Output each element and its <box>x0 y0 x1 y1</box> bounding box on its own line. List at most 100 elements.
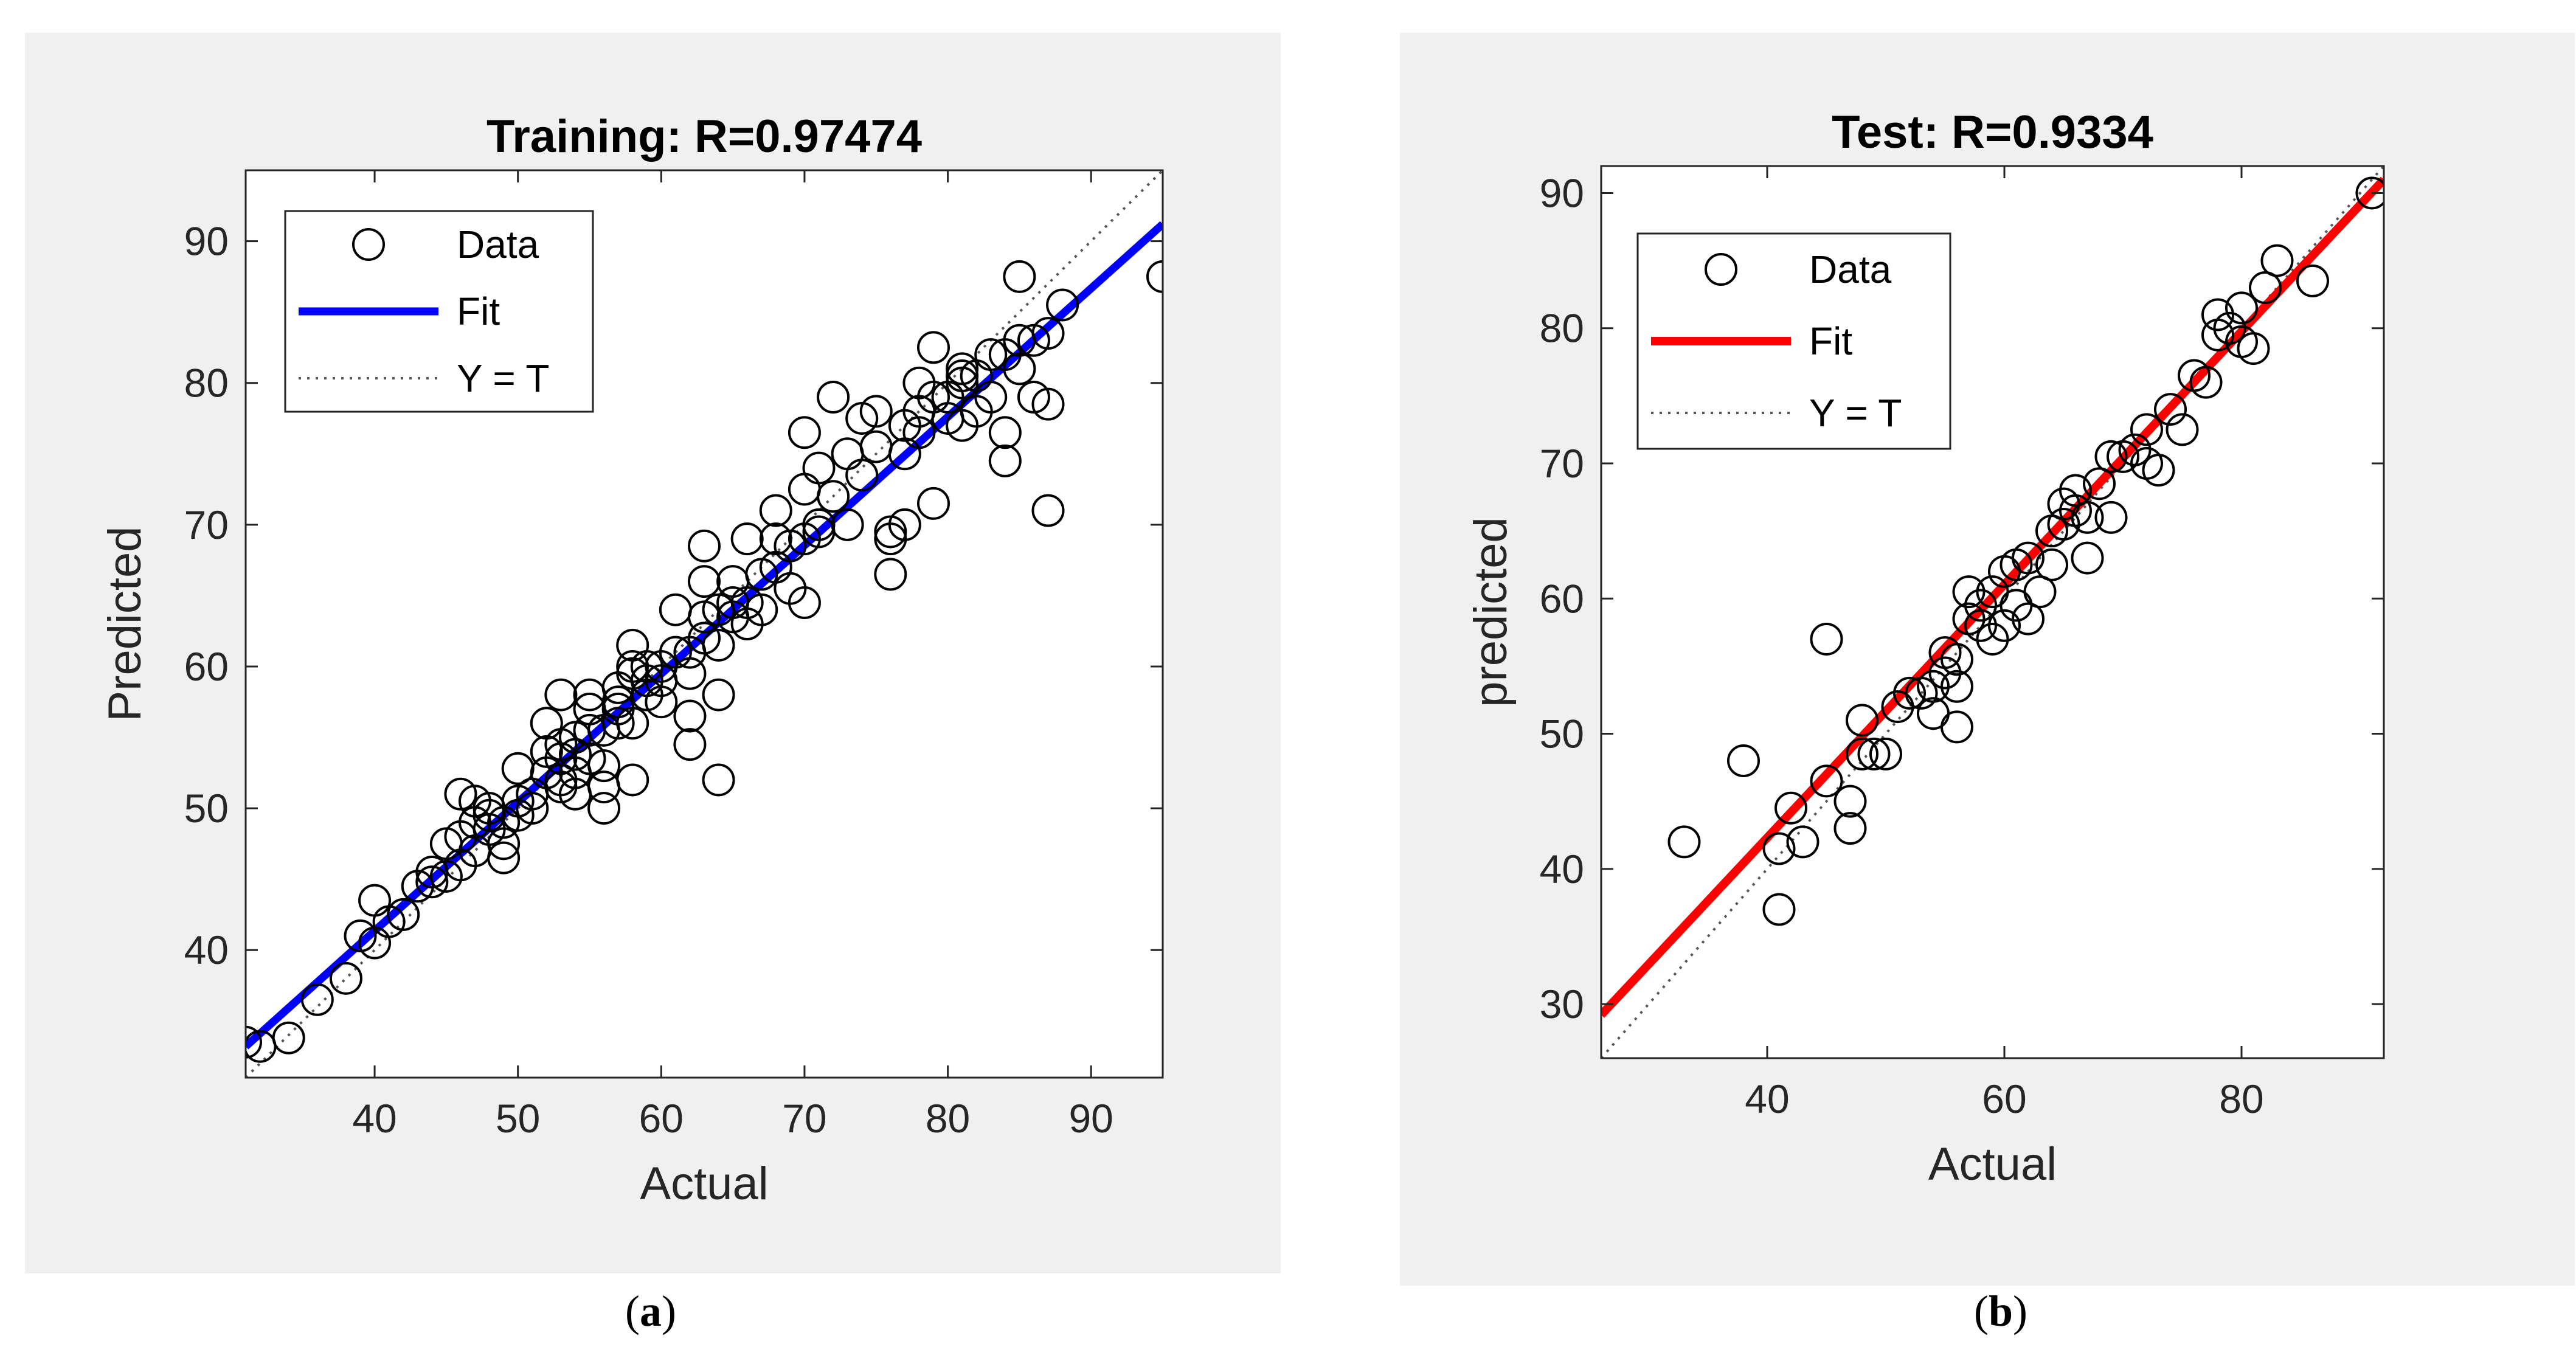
y-tick-label: 50 <box>184 786 229 831</box>
data-point <box>946 366 979 400</box>
data-point <box>587 749 621 783</box>
data-point <box>1952 575 1986 609</box>
data-point <box>702 678 735 712</box>
data-point <box>1003 260 1036 293</box>
data-point <box>601 707 635 740</box>
data-point <box>902 416 936 449</box>
chart-title: Test: R=0.9334 <box>1832 106 2153 158</box>
y-tick-label: 50 <box>1540 712 1584 757</box>
x-tick-label: 40 <box>352 1096 396 1141</box>
y-tick-label: 70 <box>184 502 229 547</box>
x-tick-label: 70 <box>782 1096 826 1141</box>
data-point <box>917 331 950 364</box>
data-point <box>2296 264 2329 297</box>
x-tick-label: 80 <box>2219 1076 2263 1121</box>
training-panel: 40 50 60 70 80 90 40 50 60 70 80 90 Training: R=0.97… <box>25 33 1281 1273</box>
data-point <box>2154 393 2187 426</box>
data-point <box>616 707 649 740</box>
data-point <box>730 522 764 556</box>
data-point <box>300 983 334 1016</box>
data-point <box>2012 541 2045 575</box>
data-point <box>1917 670 1950 703</box>
data-point <box>344 919 377 952</box>
data-point <box>673 657 707 690</box>
data-point <box>2094 500 2128 534</box>
data-point <box>2237 332 2270 365</box>
data-point <box>530 735 563 768</box>
plot-content <box>246 170 1163 1078</box>
y-tick-label: 80 <box>184 361 229 406</box>
y-tick-label: 60 <box>184 644 229 689</box>
y-tick-label: 90 <box>1540 170 1584 215</box>
data-point <box>688 600 721 634</box>
data-point <box>1810 764 1843 798</box>
training-chart: 40 50 60 70 80 90 40 50 60 70 80 90 Training: R=0.97… <box>99 111 1164 1210</box>
data-point <box>1846 737 1878 771</box>
legend-label: Fit <box>1809 319 1852 363</box>
data-point <box>802 451 836 485</box>
legend-label: Y = T <box>457 356 549 400</box>
data-point <box>2059 474 2092 507</box>
data-point <box>759 522 792 556</box>
data-point <box>802 508 836 541</box>
data-point <box>1003 352 1036 386</box>
data-point <box>874 515 907 549</box>
data-point <box>673 728 707 761</box>
test-chart: 40 60 80 30 40 50 60 70 80 90 Test: R=0.9334 Actual… <box>1465 106 2385 1190</box>
data-point <box>1667 825 1701 859</box>
data-point <box>2012 602 2045 635</box>
axes-box <box>1600 165 2385 1059</box>
x-tick-label: 60 <box>1982 1076 2026 1121</box>
data-point <box>2201 298 2234 331</box>
data-point <box>831 508 864 541</box>
data-point <box>745 558 778 591</box>
x-axis-label: Actual <box>640 1158 768 1210</box>
data-point <box>1774 791 1807 825</box>
plot-content <box>1601 166 2384 1058</box>
data-point <box>1976 622 2009 656</box>
data-point <box>573 742 606 775</box>
data-point <box>1031 494 1065 527</box>
data-point <box>817 480 850 513</box>
data-point <box>1941 643 1973 676</box>
data-point <box>845 459 879 492</box>
data-point <box>2355 176 2384 210</box>
axes-box <box>244 169 1164 1079</box>
data-point <box>988 416 1022 449</box>
legend-data-marker <box>1705 253 1737 286</box>
data-point <box>817 381 850 414</box>
data-point <box>473 798 506 832</box>
data-point <box>730 586 764 620</box>
legend-label: Y = T <box>1809 391 1902 435</box>
data-point <box>2166 413 2199 446</box>
y-tick-label: 90 <box>184 219 229 264</box>
y-tick-label: 80 <box>1540 306 1584 351</box>
data-point <box>774 529 807 563</box>
y-axis-label: predicted <box>1465 517 1517 707</box>
y-tick-label: 60 <box>1540 576 1584 621</box>
data-point <box>946 352 979 386</box>
data-point <box>544 678 578 712</box>
data-point <box>788 416 821 449</box>
data-point <box>1786 825 1819 859</box>
data-point <box>1810 622 1843 656</box>
data-point <box>1017 381 1050 414</box>
x-tick-label: 40 <box>1745 1076 1789 1121</box>
data-point <box>1941 710 1973 744</box>
data-point <box>387 898 420 931</box>
data-point <box>329 961 362 995</box>
data-point <box>2047 508 2080 541</box>
data-point <box>688 565 721 598</box>
data-point <box>2071 500 2104 534</box>
y-tick-label: 70 <box>1540 441 1584 486</box>
y-axis-label: Predicted <box>99 526 151 721</box>
data-point <box>745 593 778 626</box>
data-point <box>2035 548 2068 581</box>
data-point <box>788 586 821 620</box>
data-point <box>587 792 621 825</box>
data-point <box>1964 589 1997 622</box>
caption-b: (b) <box>1973 1287 2027 1335</box>
data-point <box>1857 737 1891 771</box>
data-point <box>2083 467 2116 500</box>
data-point <box>974 381 1008 414</box>
